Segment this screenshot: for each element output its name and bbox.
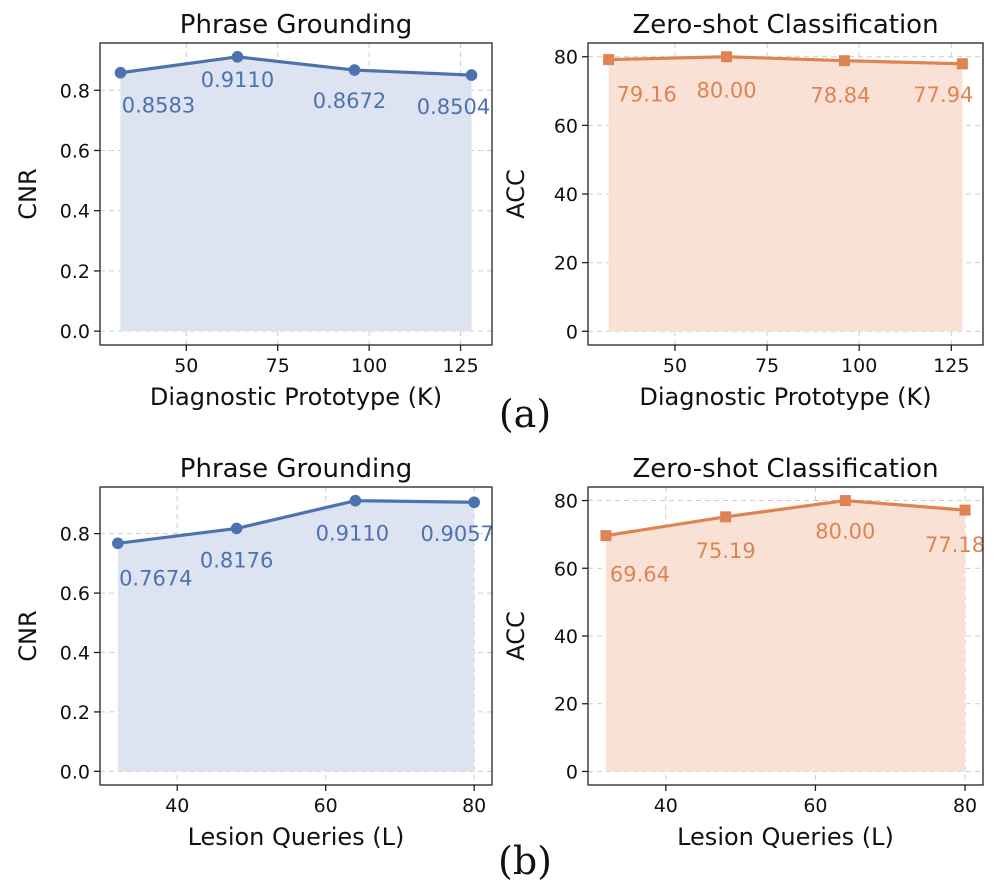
y-tick-label: 20 — [554, 694, 578, 716]
x-tick-label: 60 — [314, 795, 338, 817]
y-tick-label: 40 — [554, 184, 578, 206]
series-line — [604, 498, 967, 538]
data-point — [959, 504, 971, 516]
data-point — [348, 64, 361, 76]
caption-b: (b) — [498, 839, 552, 883]
y-tick-label: 40 — [554, 626, 578, 648]
data-label: 0.9110 — [316, 522, 389, 546]
x-axis-label: Lesion Queries (L) — [677, 823, 894, 851]
data-point — [720, 511, 732, 523]
data-label: 69.64 — [610, 563, 670, 587]
data-label: 80.00 — [696, 79, 756, 103]
y-tick-label: 60 — [554, 115, 578, 137]
data-point — [231, 51, 244, 63]
area-fill — [605, 500, 966, 772]
data-label: 75.19 — [696, 539, 756, 563]
y-tick-label: 0.4 — [60, 201, 90, 223]
y-axis-label: CNR — [14, 610, 42, 661]
data-label: 77.94 — [913, 83, 973, 107]
x-tick-label: 50 — [174, 355, 198, 377]
x-axis-label: Diagnostic Prototype (K) — [150, 383, 442, 411]
chart-title: Phrase Grounding — [180, 10, 412, 40]
x-tick-label: 75 — [266, 355, 290, 377]
caption-a: (a) — [499, 392, 551, 436]
data-point — [603, 54, 615, 66]
data-point — [112, 537, 124, 550]
data-label: 0.8176 — [200, 548, 273, 572]
y-axis-label: ACC — [502, 169, 530, 219]
y-tick-label: 0.0 — [60, 761, 90, 783]
data-point — [468, 496, 480, 509]
data-point — [721, 51, 733, 63]
data-label: 79.16 — [617, 83, 677, 107]
series-line — [116, 499, 476, 545]
y-tick-label: 20 — [554, 253, 578, 275]
y-tick-label: 0.6 — [60, 583, 90, 605]
data-label: 0.7674 — [119, 566, 192, 590]
x-tick-label: 125 — [442, 355, 478, 377]
data-point — [956, 58, 968, 70]
data-point — [838, 55, 850, 67]
data-label: 0.9057 — [420, 522, 493, 546]
data-point — [839, 495, 851, 507]
x-tick-label: 125 — [933, 355, 969, 377]
y-tick-label: 0.6 — [60, 140, 90, 162]
series-line — [118, 55, 474, 77]
y-tick-label: 0.2 — [60, 261, 90, 283]
x-axis-label: Lesion Queries (L) — [188, 823, 405, 851]
data-label: 80.00 — [815, 520, 875, 544]
series-line — [607, 55, 964, 66]
chart-4: 69.64 75.19 80.00 77.18 0 20 40 60 80 40 60 80 Zero-… — [502, 454, 985, 851]
data-label: 78.84 — [810, 84, 870, 108]
y-tick-label: 0.8 — [60, 80, 90, 102]
data-label: 0.9110 — [201, 68, 274, 92]
x-tick-label: 80 — [953, 795, 977, 817]
y-tick-label: 60 — [554, 558, 578, 580]
y-axis-label: CNR — [14, 168, 42, 219]
data-point — [600, 530, 612, 542]
x-axis-label: Diagnostic Prototype (K) — [639, 383, 931, 411]
area-fill — [120, 56, 472, 332]
y-tick-label: 0.4 — [60, 642, 90, 664]
data-label: 77.18 — [925, 533, 985, 557]
chart-3: 0.7674 0.8176 0.9110 0.9057 0.0 0.2 0.4 0.6 0.8 4… — [14, 454, 494, 851]
y-tick-label: 0.8 — [60, 524, 90, 546]
data-point — [349, 494, 362, 507]
x-tick-label: 40 — [165, 795, 189, 817]
x-tick-label: 80 — [462, 795, 486, 817]
chart-title: Zero-shot Classification — [632, 10, 938, 40]
y-tick-label: 0.0 — [60, 321, 90, 343]
y-tick-label: 0.2 — [60, 702, 90, 724]
data-label: 0.8583 — [122, 94, 195, 118]
x-tick-label: 100 — [351, 355, 387, 377]
y-tick-label: 0 — [566, 761, 578, 783]
chart-title: Phrase Grounding — [180, 454, 412, 484]
x-tick-label: 40 — [654, 795, 678, 817]
data-point — [230, 522, 243, 535]
y-tick-label: 80 — [554, 491, 578, 513]
x-tick-label: 60 — [803, 795, 827, 817]
chart-2: 79.16 80.00 78.84 77.94 0 20 40 60 80 50 75 100 125 Z… — [502, 10, 984, 411]
area-fill — [608, 56, 963, 332]
data-label: 0.8672 — [313, 89, 386, 113]
y-tick-label: 0 — [566, 321, 578, 343]
y-axis-label: ACC — [502, 611, 530, 661]
chart-title: Zero-shot Classification — [632, 454, 938, 484]
plot-frame — [99, 486, 493, 786]
y-tick-label: 80 — [554, 47, 578, 69]
x-tick-label: 100 — [841, 355, 877, 377]
data-label: 0.8504 — [417, 95, 490, 119]
x-tick-label: 50 — [663, 355, 687, 377]
data-point — [465, 69, 478, 81]
x-tick-label: 75 — [755, 355, 779, 377]
data-point — [114, 66, 127, 79]
plot-frame — [99, 42, 493, 346]
area-fill — [117, 500, 475, 772]
